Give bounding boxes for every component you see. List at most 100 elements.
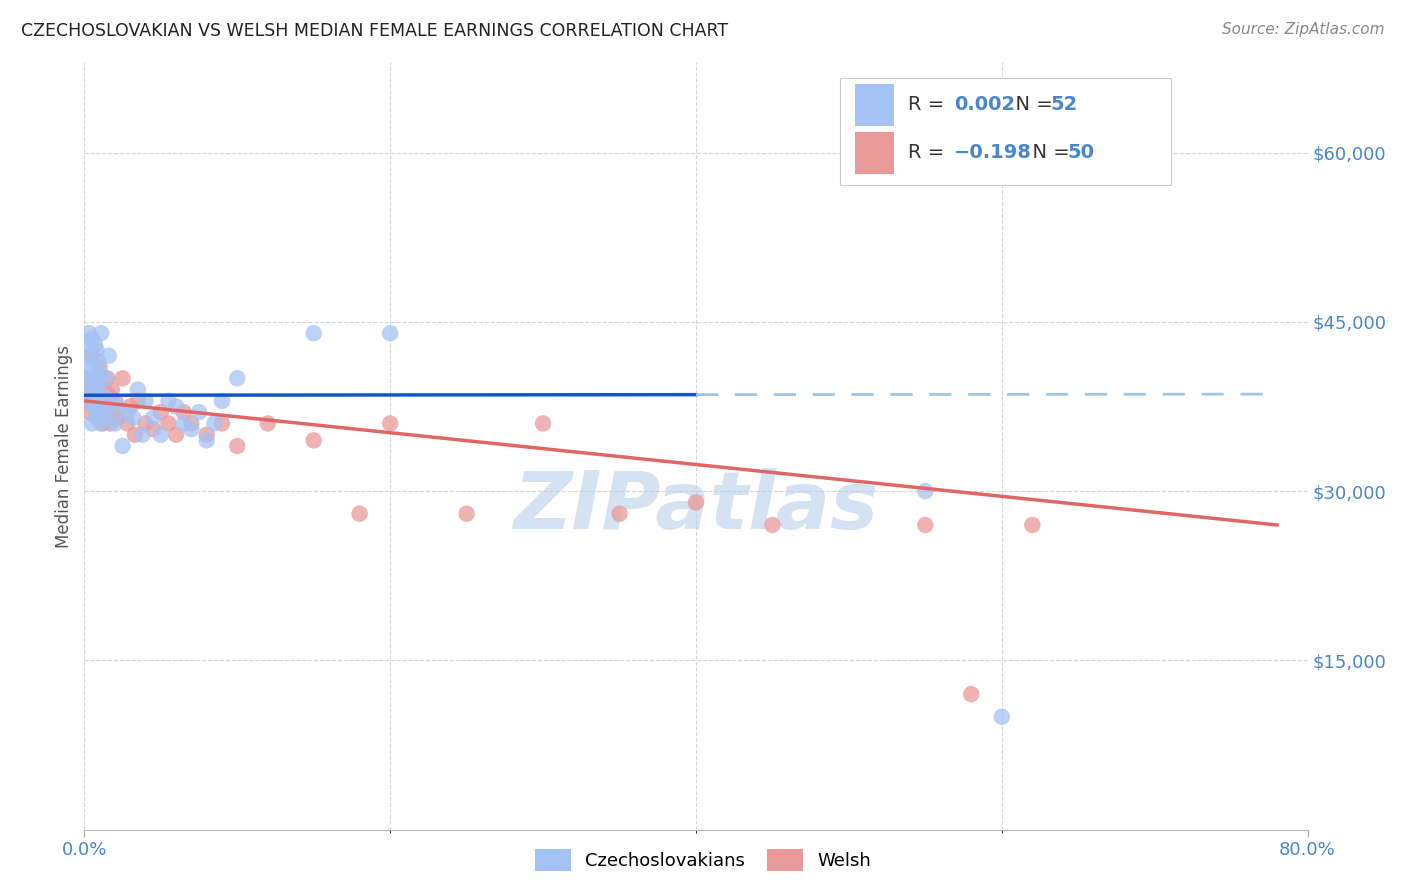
- Point: [165, 427, 187, 442]
- Point: [96, 371, 118, 385]
- Text: N =: N =: [1002, 95, 1059, 114]
- Point: [86, 376, 108, 391]
- Text: CZECHOSLOVAKIAN VS WELSH MEDIAN FEMALE EARNINGS CORRELATION CHART: CZECHOSLOVAKIAN VS WELSH MEDIAN FEMALE E…: [21, 22, 728, 40]
- Point: [131, 427, 153, 442]
- Point: [90, 326, 112, 341]
- Point: [87, 410, 110, 425]
- Point: [149, 427, 172, 442]
- Point: [1021, 518, 1043, 533]
- Text: 52: 52: [1050, 95, 1078, 114]
- Point: [124, 427, 146, 442]
- Point: [188, 405, 211, 419]
- Point: [103, 405, 125, 419]
- Text: N =: N =: [1021, 144, 1076, 162]
- Point: [89, 359, 111, 374]
- Text: 50: 50: [1067, 144, 1095, 162]
- Point: [86, 343, 108, 357]
- Point: [90, 393, 112, 408]
- Point: [80, 417, 103, 431]
- Point: [79, 359, 101, 374]
- Point: [211, 417, 233, 431]
- Point: [991, 710, 1014, 724]
- Point: [107, 410, 129, 425]
- FancyBboxPatch shape: [855, 84, 894, 126]
- Point: [86, 410, 108, 425]
- Point: [761, 518, 783, 533]
- Point: [142, 410, 165, 425]
- Point: [914, 484, 936, 499]
- Point: [97, 388, 120, 402]
- Point: [87, 405, 110, 419]
- Point: [86, 371, 108, 385]
- Point: [195, 427, 218, 442]
- Point: [111, 371, 134, 385]
- Point: [101, 393, 124, 408]
- Point: [914, 518, 936, 533]
- Point: [531, 417, 554, 431]
- Point: [226, 439, 249, 453]
- Point: [83, 393, 105, 408]
- Point: [257, 417, 280, 431]
- Point: [104, 417, 127, 431]
- Point: [302, 326, 325, 341]
- Point: [173, 417, 195, 431]
- Point: [349, 507, 371, 521]
- Point: [115, 405, 138, 419]
- Point: [107, 400, 129, 414]
- Text: R =: R =: [908, 95, 950, 114]
- Point: [83, 400, 105, 414]
- Point: [75, 371, 97, 385]
- Point: [142, 422, 165, 436]
- Point: [127, 393, 149, 408]
- Point: [87, 354, 110, 368]
- Text: R =: R =: [908, 144, 950, 162]
- Point: [86, 405, 108, 419]
- Point: [180, 422, 202, 436]
- Point: [80, 349, 103, 363]
- Point: [91, 417, 114, 431]
- Point: [120, 400, 142, 414]
- Text: Source: ZipAtlas.com: Source: ZipAtlas.com: [1222, 22, 1385, 37]
- Y-axis label: Median Female Earnings: Median Female Earnings: [55, 344, 73, 548]
- Legend: Czechoslovakians, Welsh: Czechoslovakians, Welsh: [527, 842, 879, 879]
- Point: [456, 507, 478, 521]
- Point: [96, 410, 118, 425]
- Point: [165, 400, 187, 414]
- Point: [89, 393, 111, 408]
- Point: [84, 371, 107, 385]
- Point: [115, 417, 138, 431]
- Point: [202, 417, 225, 431]
- Point: [101, 383, 124, 397]
- Point: [80, 383, 103, 397]
- Point: [127, 383, 149, 397]
- Point: [93, 383, 115, 397]
- Point: [173, 405, 195, 419]
- Point: [84, 376, 107, 391]
- Point: [77, 349, 100, 363]
- Point: [77, 405, 100, 419]
- Point: [76, 337, 98, 351]
- Point: [75, 371, 97, 385]
- Point: [93, 405, 115, 419]
- Point: [84, 337, 107, 351]
- Point: [157, 417, 180, 431]
- Point: [79, 388, 101, 402]
- Point: [302, 434, 325, 448]
- Point: [80, 383, 103, 397]
- Point: [122, 410, 145, 425]
- Point: [77, 326, 100, 341]
- Point: [685, 495, 707, 509]
- Point: [94, 371, 117, 385]
- FancyBboxPatch shape: [855, 132, 894, 174]
- Text: 0.002: 0.002: [955, 95, 1015, 114]
- Point: [83, 359, 105, 374]
- Point: [89, 366, 111, 380]
- Point: [211, 393, 233, 408]
- FancyBboxPatch shape: [841, 78, 1171, 186]
- Point: [135, 417, 157, 431]
- Point: [79, 393, 101, 408]
- Point: [609, 507, 631, 521]
- Point: [104, 393, 127, 408]
- Point: [135, 393, 157, 408]
- Point: [97, 349, 120, 363]
